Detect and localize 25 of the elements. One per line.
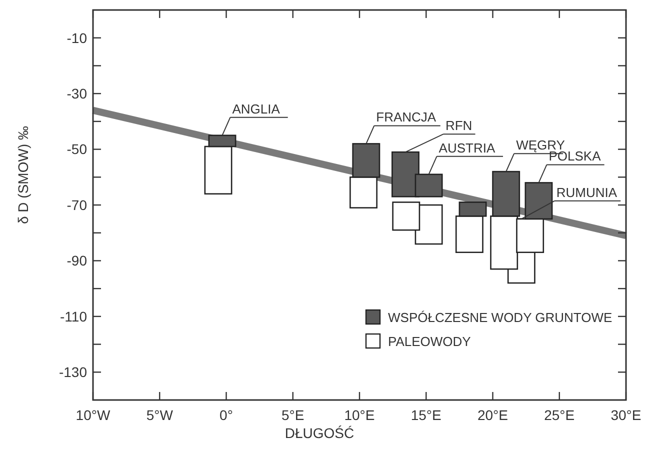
x-tick-label: 30°E xyxy=(610,407,642,423)
y-tick-label: -30 xyxy=(66,85,88,102)
y-tick-label: -110 xyxy=(60,308,88,324)
legend-label: PALEOWODY xyxy=(388,334,472,349)
annotation: RUMUNIA xyxy=(556,184,618,200)
y-tick-label: -130 xyxy=(58,364,88,380)
x-tick-label: 10°E xyxy=(344,407,375,423)
y-tick-label: -10 xyxy=(66,30,88,46)
x-tick-label: 25°E xyxy=(544,407,575,423)
x-tick-label: 10°W xyxy=(76,407,111,423)
y-tick-label: -90 xyxy=(66,252,88,269)
y-tick-label: -50 xyxy=(66,141,88,158)
x-tick-label: 5°W xyxy=(146,407,174,423)
x-axis-title: DŁUGOŚĆ xyxy=(284,425,354,441)
annotation: ANGLIA xyxy=(232,101,280,116)
annotation: RFN xyxy=(445,118,472,134)
x-tick-label: 0° xyxy=(220,407,233,423)
x-tick-label: 20°E xyxy=(477,407,508,423)
x-tick-label: 15°E xyxy=(410,407,442,423)
y-tick-label: -70 xyxy=(66,196,88,213)
x-tick-label: 5°E xyxy=(282,407,304,423)
legend-label: WSPÓŁCZESNE WODY GRUNTOWE xyxy=(388,310,612,325)
y-axis-title: δ D (SMOW) ‰ xyxy=(15,126,31,224)
annotation: AUSTRIA xyxy=(438,140,496,156)
annotation: FRANCJA xyxy=(376,110,436,125)
